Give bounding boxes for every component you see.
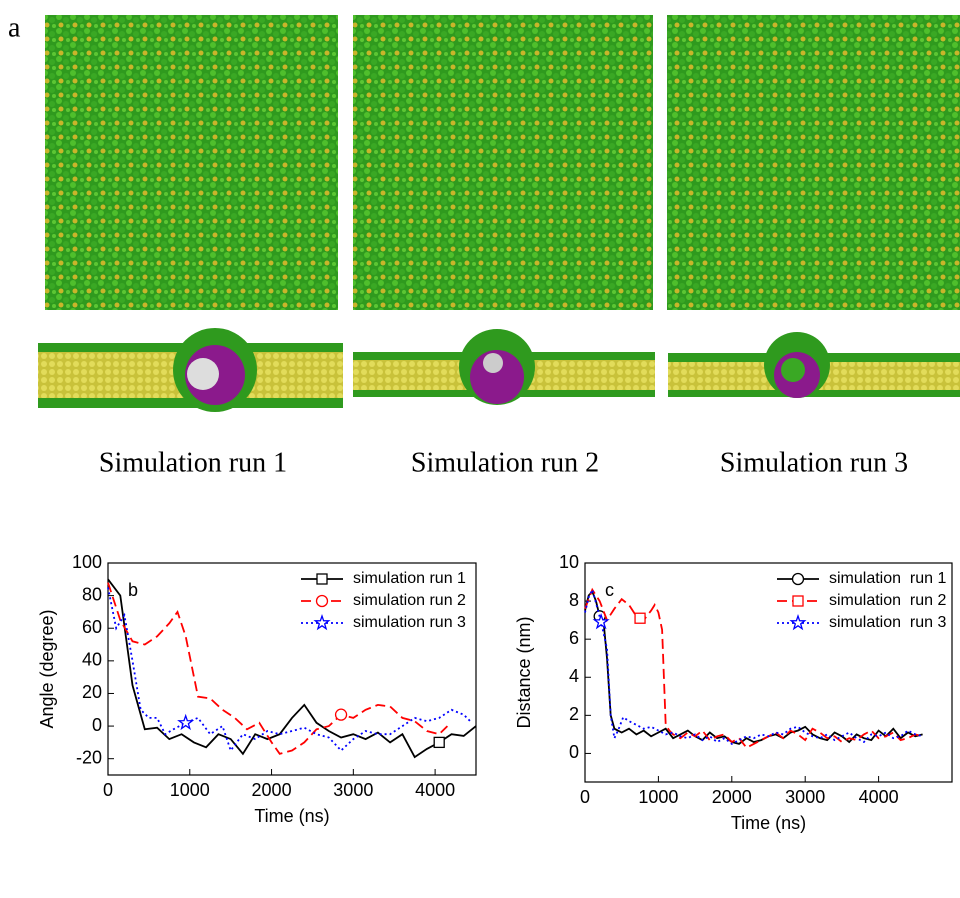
x-tick-label: 0 [580, 787, 590, 807]
marker [313, 613, 331, 631]
side-views [38, 328, 960, 412]
plot-frame [584, 562, 953, 783]
top-view [667, 15, 960, 310]
data-line [107, 582, 449, 755]
legend-label: simulation run 2 [353, 592, 466, 609]
y-axis-label: Distance (nm) [514, 616, 534, 728]
legend-label: simulation run 1 [353, 570, 466, 587]
x-tick-label: 1000 [170, 780, 210, 800]
x-tick-label: 1000 [638, 787, 678, 807]
data-line [107, 578, 477, 759]
marker [334, 708, 348, 721]
legend-label: simulation run 1 [829, 570, 946, 587]
y-tick-label: 60 [82, 617, 102, 637]
x-tick-label: 2000 [252, 780, 292, 800]
x-axis-label: Time (ns) [254, 806, 329, 826]
top-views [45, 15, 960, 310]
y-tick-label: 6 [569, 628, 579, 648]
y-tick-label: 0 [92, 715, 102, 735]
panel-label: a [8, 12, 21, 43]
panel-label: c [605, 580, 614, 600]
x-tick-label: 2000 [712, 787, 752, 807]
x-axis-label: Time (ns) [731, 813, 806, 833]
marker [791, 572, 805, 586]
marker [315, 594, 329, 608]
y-axis-label: Angle (degree) [37, 609, 57, 728]
y-tick-label: 2 [569, 704, 579, 724]
y-tick-label: 20 [82, 682, 102, 702]
x-tick-label: 3000 [333, 780, 373, 800]
top-view [353, 15, 653, 310]
x-tick-label: 4000 [415, 780, 455, 800]
plot-frame [107, 562, 477, 776]
marker [634, 612, 646, 624]
y-tick-label: 80 [82, 584, 102, 604]
marker [789, 613, 807, 631]
x-tick-label: 3000 [785, 787, 825, 807]
marker [592, 613, 610, 630]
y-tick-label: 0 [569, 742, 579, 762]
y-tick-label: 8 [569, 590, 579, 610]
y-tick-label: 100 [72, 552, 102, 572]
marker [792, 595, 804, 607]
x-tick-label: 4000 [859, 787, 899, 807]
y-tick-label: 40 [82, 650, 102, 670]
legend-label: simulation run 3 [353, 614, 466, 631]
y-tick-label: 10 [559, 552, 579, 572]
marker [177, 713, 195, 731]
data-line [107, 587, 473, 753]
top-view [45, 15, 338, 310]
marker [316, 573, 328, 585]
marker [433, 736, 445, 749]
caption: Simulation run 2 [411, 447, 599, 478]
legend-label: simulation run 3 [829, 614, 946, 631]
caption: Simulation run 1 [99, 447, 287, 478]
y-tick-label: 4 [569, 666, 579, 686]
y-tick-label: -20 [76, 747, 102, 767]
caption: Simulation run 3 [720, 447, 908, 478]
panel-label: b [128, 580, 138, 600]
x-tick-label: 0 [103, 780, 113, 800]
legend-label: simulation run 2 [829, 592, 946, 609]
